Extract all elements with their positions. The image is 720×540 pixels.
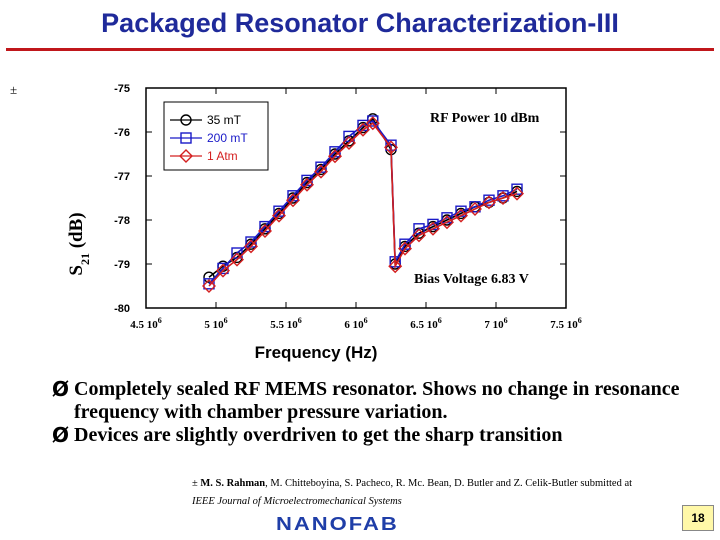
y-tick-label: -76 xyxy=(114,127,130,139)
bullet-item: Ø Completely sealed RF MEMS resonator. S… xyxy=(52,378,712,424)
series-line-2 xyxy=(208,122,518,287)
x-tick-label: 6.5 106 xyxy=(410,316,442,331)
data-point-diamond xyxy=(272,208,286,223)
data-point-diamond xyxy=(388,259,403,274)
reference-lead-author: M. S. Rahman xyxy=(200,478,266,489)
legend-circle-marker xyxy=(180,114,192,126)
legend-entry-35mt: 35 mT xyxy=(170,113,242,127)
y-tick-label: -78 xyxy=(114,215,130,227)
resonator-chart: -75 -76 -77 -78 -79 -804.5 106 5 106 5.5 106 6 1… xyxy=(66,83,582,362)
legend-entry-200mt: 200 mT xyxy=(170,131,248,145)
y-tick-label: -77 xyxy=(114,171,130,183)
data-point-diamond xyxy=(258,224,272,238)
slide-title: Packaged Resonator Characterization-III xyxy=(101,8,619,38)
arrow-bullet-icon: Ø xyxy=(52,423,70,447)
x-axis-label: Frequency (Hz) xyxy=(255,343,378,362)
data-point-diamond xyxy=(510,186,524,201)
data-point-diamond xyxy=(230,252,244,267)
x-tick-label: 6 106 xyxy=(344,316,367,331)
y-axis-label: S21 (dB) xyxy=(66,212,92,275)
legend-label-200mt: 200 mT xyxy=(207,131,248,145)
arrow-bullet-icon: Ø xyxy=(52,377,70,401)
nanofab-logo: NANOFAB xyxy=(276,512,399,535)
data-point-diamond xyxy=(300,177,314,192)
data-point-square xyxy=(413,223,425,235)
legend-label-1atm: 1 Atm xyxy=(207,149,238,163)
reference-authors: ± M. S. Rahman, M. Chitteboyina, S. Pach… xyxy=(192,478,632,489)
title-divider xyxy=(6,48,714,51)
reference-marker: ± xyxy=(192,478,198,489)
plot-area: -75 -76 -77 -78 -79 -804.5 106 5 106 5.5 106 6 1… xyxy=(114,83,582,331)
y-tick-label: -79 xyxy=(114,259,130,271)
data-point-diamond xyxy=(328,149,342,164)
bullet-text: Devices are slightly overdriven to get t… xyxy=(74,424,563,446)
data-point-diamond xyxy=(216,263,230,278)
bullet-item: Ø Devices are slightly overdriven to get… xyxy=(52,424,712,447)
footnote-marker: ± xyxy=(10,82,18,97)
data-point-diamond xyxy=(356,122,370,137)
reference-citation: ± M. S. Rahman, M. Chitteboyina, S. Pach… xyxy=(192,474,712,512)
bullet-text: Completely sealed RF MEMS resonator. Sho… xyxy=(74,378,680,423)
legend-square-marker xyxy=(180,132,192,144)
data-point-square xyxy=(203,278,215,290)
legend-box xyxy=(163,101,269,171)
data-point-diamond xyxy=(440,215,454,230)
data-point-square xyxy=(367,115,379,127)
x-tick-label: 5.5 106 xyxy=(270,316,302,331)
data-point-diamond xyxy=(496,191,510,205)
data-point-diamond xyxy=(398,241,412,256)
data-point-square xyxy=(343,130,355,143)
annotation-rf-power: RF Power 10 dBm xyxy=(430,111,540,126)
x-tick-label: 4.5 106 xyxy=(130,316,162,331)
x-tick-label: 7.5 106 xyxy=(550,316,582,331)
data-point-diamond xyxy=(342,136,356,150)
data-point-diamond xyxy=(482,195,496,210)
legend-diamond-marker xyxy=(179,149,193,163)
data-point-diamond xyxy=(202,279,216,293)
data-point-diamond xyxy=(454,208,468,223)
data-point-diamond xyxy=(384,140,398,155)
data-point-square xyxy=(231,247,243,259)
y-tick-label: -80 xyxy=(114,303,130,315)
legend-entry-1atm: 1 Atm xyxy=(170,149,238,163)
legend: 35 mT 200 mT 1 Atm xyxy=(163,101,269,171)
x-tick-label: 5 106 xyxy=(204,316,227,331)
data-point-diamond xyxy=(244,239,258,254)
data-point-diamond xyxy=(286,193,300,208)
data-point-diamond xyxy=(426,221,440,236)
data-point-diamond xyxy=(468,202,482,216)
reference-authors-rest: , M. Chitteboyina, S. Pacheco, R. Mc. Be… xyxy=(265,478,633,489)
data-point-diamond xyxy=(412,228,426,243)
data-point-square xyxy=(217,262,229,275)
reference-journal: IEEE Journal of Microelectromechanical S… xyxy=(192,496,402,507)
bullet-list: Ø Completely sealed RF MEMS resonator. S… xyxy=(52,378,712,447)
data-point-diamond xyxy=(365,116,380,131)
annotation-bias-voltage: Bias Voltage 6.83 V xyxy=(414,272,529,287)
y-tick-label: -75 xyxy=(114,83,130,95)
data-point-diamond xyxy=(314,164,328,179)
legend-label-35mt: 35 mT xyxy=(207,113,242,127)
page-number: 18 xyxy=(682,505,714,531)
x-tick-label: 7 106 xyxy=(484,316,507,331)
